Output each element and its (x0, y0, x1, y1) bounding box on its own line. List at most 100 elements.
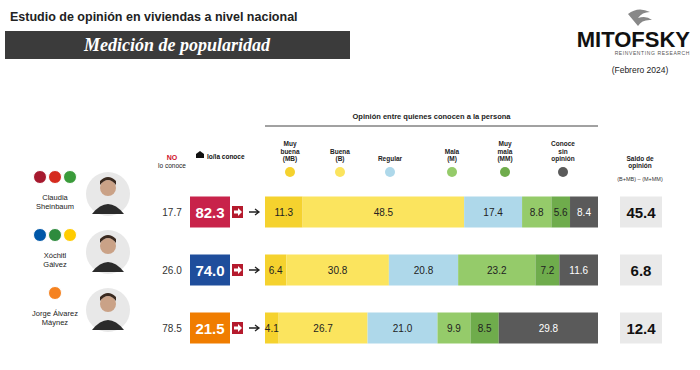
no-value: 26.0 (162, 265, 182, 276)
portrait-hair (100, 293, 116, 301)
data-label: 6.4 (269, 265, 283, 276)
portrait (86, 172, 130, 216)
bar-segment (458, 255, 535, 286)
logo-mark (628, 9, 652, 26)
bar-segment (570, 197, 598, 228)
balance-value: 6.8 (631, 262, 652, 279)
balance-formula: (B+MB) – (M+MM) (617, 176, 663, 182)
yes-box (190, 255, 230, 286)
arrow-icon (234, 266, 242, 274)
balance-title: Saldo deopinión (626, 155, 653, 171)
data-label: 8.4 (577, 207, 591, 218)
legend-swatch (558, 167, 568, 177)
axis-line (265, 126, 598, 127)
data-label: 20.8 (414, 265, 434, 276)
category-label: ClaudiaSheinbaum (36, 193, 74, 211)
bar-segment (265, 313, 279, 344)
bar-segment (265, 255, 286, 286)
brand: MITOFSKY (577, 27, 691, 52)
party-icon (34, 229, 47, 242)
data-label: 23.2 (487, 265, 507, 276)
chart-title: Opinión entre quienes conocen a la perso… (353, 112, 512, 121)
bar-segment (368, 313, 438, 344)
arrow-icon (234, 324, 242, 332)
infographic: Estudio de opinión en viviendas a nivel … (0, 0, 700, 370)
icon (196, 151, 204, 158)
data-label: 8.5 (478, 323, 492, 334)
party-icon (49, 229, 62, 242)
legend-label: Muymala(MM) (497, 140, 512, 163)
arrow-icon (234, 208, 242, 216)
portrait-hair (100, 177, 116, 185)
bar-segment (303, 197, 465, 228)
category-label: Jorge ÁlvarezMáynez (32, 309, 78, 327)
bars (265, 197, 598, 344)
bar-segment (499, 313, 598, 344)
balance-value: 45.4 (626, 204, 656, 221)
balance-box (620, 255, 662, 286)
data-label: 29.8 (539, 323, 559, 334)
arrow (249, 267, 259, 273)
legend-label: Conocesinopinión (551, 140, 575, 163)
legend-swatch (500, 167, 510, 177)
arrow (249, 209, 259, 215)
bar-segment (389, 255, 458, 286)
portrait-body (92, 320, 124, 330)
category-label: XóchitlGálvez (43, 251, 67, 269)
balance-box (620, 313, 662, 344)
data-label: 4.1 (265, 323, 279, 334)
bar-segment (464, 197, 522, 228)
party-icon (64, 171, 77, 184)
legend-label: Muybuena(MB) (280, 140, 300, 163)
bar-segment (437, 313, 470, 344)
portrait-bg (86, 172, 130, 216)
legend-label: Mala(M) (445, 148, 460, 164)
banner-text: Medición de popularidad (83, 35, 271, 55)
portrait-hair (100, 235, 116, 243)
data-label: 8.8 (530, 207, 544, 218)
arrow-box (232, 206, 243, 218)
balance-box (620, 197, 662, 228)
legend-swatch (447, 167, 457, 177)
arrow-box (232, 264, 243, 276)
data-label: 11.3 (274, 207, 293, 218)
data-labels: 11.348.517.48.85.68.46.430.820.823.27.21… (265, 207, 592, 334)
bar-segment (559, 255, 598, 286)
bar-segment (286, 255, 389, 286)
bar-segment (535, 255, 559, 286)
page-title: Estudio de opinión en viviendas a nivel … (10, 10, 298, 24)
legend-swatch (285, 167, 295, 177)
yes-box (190, 197, 230, 228)
data-label: 9.9 (447, 323, 461, 334)
data-label: 7.2 (540, 265, 554, 276)
arrow-box (232, 322, 243, 334)
banner-bg (5, 31, 350, 59)
portrait-bg (86, 288, 130, 332)
no-sublabel: lo conoce (158, 162, 186, 169)
bar-segment (551, 197, 570, 228)
data-label: 26.7 (313, 323, 333, 334)
party-icon (49, 171, 62, 184)
data-label: 11.6 (569, 265, 588, 276)
portrait-body (92, 262, 124, 272)
yes-value: 82.3 (195, 204, 224, 221)
bar-segment (522, 197, 551, 228)
party-icon (64, 229, 77, 242)
portrait-body (92, 204, 124, 214)
bar-segment (265, 197, 303, 228)
data-label: 30.8 (328, 265, 348, 276)
legend-swatch (385, 167, 395, 177)
bar-segment (470, 313, 498, 344)
portrait (86, 230, 130, 274)
bar-segment (279, 313, 368, 344)
yes-value: 21.5 (195, 320, 224, 337)
yes-box (190, 313, 230, 344)
party-icon (34, 171, 47, 184)
no-label: NO (167, 154, 178, 161)
portrait-bg (86, 230, 130, 274)
logo: MITOFSKYREINVENTING RESEARCH (577, 9, 691, 56)
no-value: 17.7 (162, 207, 182, 218)
date: (Febrero 2024) (612, 65, 669, 75)
brand-tagline: REINVENTING RESEARCH (615, 50, 690, 56)
legend-swatch (335, 167, 345, 177)
